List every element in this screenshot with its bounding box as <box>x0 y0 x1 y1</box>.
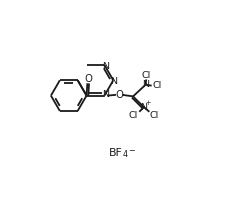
Text: Cl: Cl <box>149 111 159 120</box>
Text: N: N <box>142 80 149 89</box>
Text: BF: BF <box>109 148 123 158</box>
Text: −: − <box>128 146 135 155</box>
Text: O: O <box>84 74 92 84</box>
Text: Cl: Cl <box>152 81 162 90</box>
Text: O: O <box>115 90 123 100</box>
Text: Cl: Cl <box>128 111 138 120</box>
Text: N: N <box>102 90 109 99</box>
Text: N: N <box>111 77 118 86</box>
Text: N: N <box>140 103 147 112</box>
Text: 4: 4 <box>123 150 128 159</box>
Text: N: N <box>102 62 109 71</box>
Text: Cl: Cl <box>142 71 151 80</box>
Text: +: + <box>145 100 150 106</box>
